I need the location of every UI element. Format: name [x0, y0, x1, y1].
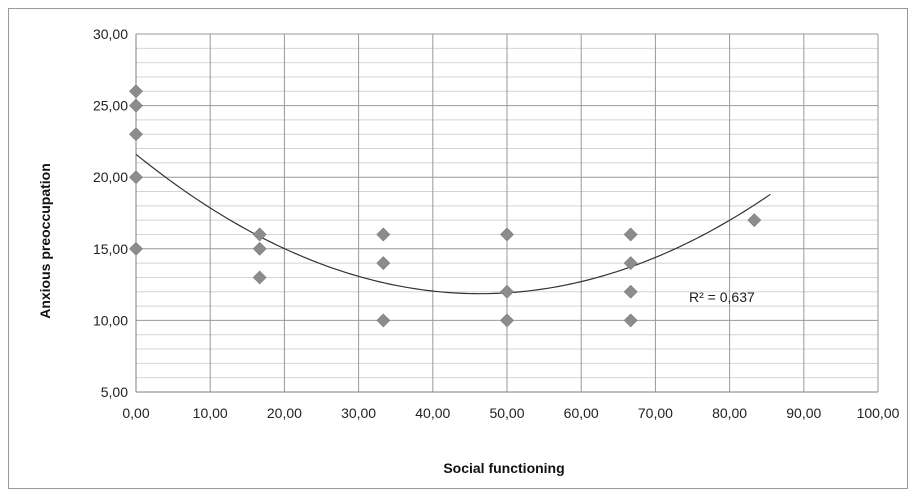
x-tick-label: 80,00 [712, 405, 747, 421]
data-point [129, 241, 143, 256]
y-tick-label: 10,00 [93, 312, 128, 328]
x-tick-label: 60,00 [564, 405, 599, 421]
chart-frame: 0,00 10,00 20,00 30,00 40,00 50,00 60,00 70,00 8… [8, 8, 908, 489]
labels-layer: 0,00 10,00 20,00 30,00 40,00 50,00 60,00 70,00 8… [93, 26, 900, 421]
x-tick-label: 0,00 [122, 405, 149, 421]
y-tick-label: 25,00 [93, 98, 128, 114]
data-point [623, 284, 638, 299]
data-point [376, 227, 391, 242]
data-point [129, 170, 143, 185]
grid [135, 33, 879, 393]
trendline-layer [135, 153, 771, 295]
data-point [500, 227, 514, 242]
y-tick-label: 30,00 [93, 26, 128, 42]
scatter-chart: 0,00 10,00 20,00 30,00 40,00 50,00 60,00 70,00 8… [37, 26, 900, 476]
x-tick-label: 50,00 [489, 405, 524, 421]
x-tick-label: 20,00 [267, 405, 302, 421]
x-tick-label: 30,00 [341, 405, 376, 421]
data-point [252, 270, 267, 285]
x-tick-label: 70,00 [638, 405, 673, 421]
x-tick-label: 100,00 [857, 405, 900, 421]
data-point [252, 241, 267, 256]
y-tick-label: 5,00 [101, 384, 128, 400]
data-point [623, 256, 638, 271]
data-point [129, 127, 143, 142]
y-tick-label: 15,00 [93, 241, 128, 257]
data-point [376, 256, 391, 271]
data-point [623, 227, 638, 242]
data-point [500, 284, 514, 299]
r-squared-label: R² = 0,637 [689, 289, 755, 305]
data-point [376, 313, 391, 328]
data-point [129, 98, 143, 113]
data-point [747, 213, 762, 228]
data-point [129, 84, 143, 99]
data-point [623, 313, 638, 328]
y-axis-title: Anxious preoccupation [37, 163, 53, 319]
y-tick-label: 20,00 [93, 169, 128, 185]
x-axis-title: Social functioning [443, 460, 564, 476]
x-tick-label: 40,00 [415, 405, 450, 421]
x-tick-label: 90,00 [786, 405, 821, 421]
trendline [135, 153, 771, 295]
data-point [500, 313, 514, 328]
points-layer [129, 84, 762, 328]
data-point [252, 227, 267, 242]
x-tick-label: 10,00 [193, 405, 228, 421]
